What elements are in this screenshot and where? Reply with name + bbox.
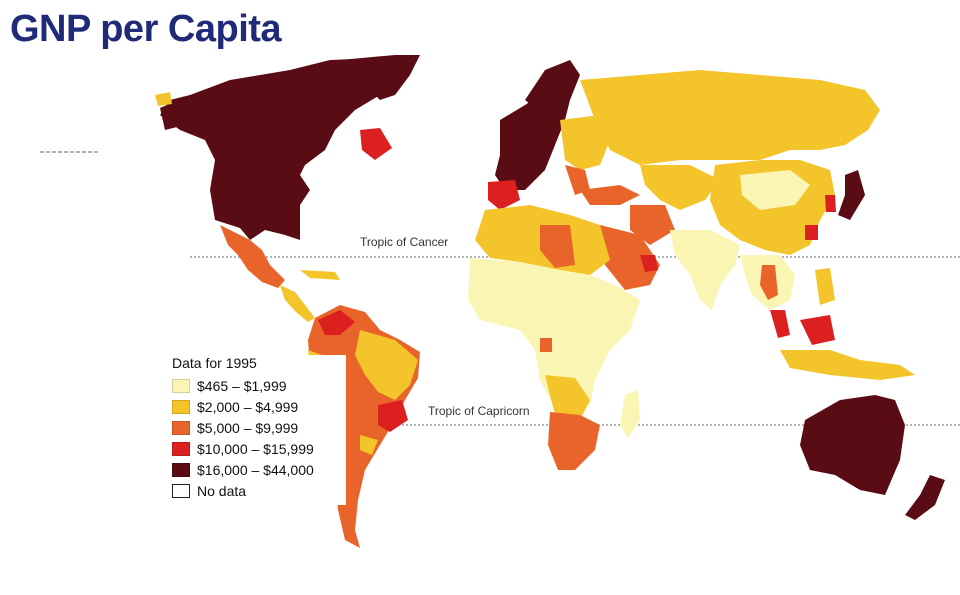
region-arabia [600, 225, 660, 290]
region-malaysia [770, 310, 790, 338]
region-gabon [540, 338, 552, 352]
region-sub-saharan-africa [468, 258, 640, 415]
region-uruguay [360, 435, 378, 455]
region-brazil-yellow [355, 330, 418, 400]
region-greece-balkans [565, 165, 590, 195]
region-southern-brazil [378, 400, 408, 432]
legend-item: $5,000 – $9,999 [172, 417, 342, 438]
legend-item: No data [172, 480, 342, 501]
region-madagascar [620, 390, 640, 438]
region-north-america [160, 58, 410, 240]
region-caribbean [300, 270, 340, 280]
legend-label: $465 – $1,999 [197, 377, 287, 394]
region-indonesia [780, 350, 915, 380]
legend-title: Data for 1995 [172, 355, 257, 371]
region-mexico [220, 225, 285, 288]
legend-swatch [172, 462, 190, 477]
legend-item: $465 – $1,999 [172, 375, 342, 396]
region-hong-kong-taiwan [805, 225, 818, 240]
legend-swatch [172, 483, 190, 498]
legend-swatch [172, 441, 190, 456]
region-central-america [280, 285, 315, 322]
map-title: GNP per Capita [10, 8, 282, 50]
legend-label: No data [197, 482, 247, 499]
region-venezuela [318, 310, 355, 335]
region-thailand [760, 265, 778, 300]
legend-label: $16,000 – $44,000 [197, 461, 314, 478]
region-libya [540, 225, 575, 268]
region-southern-africa-yellow [545, 375, 590, 420]
region-scandinavia [525, 60, 580, 112]
region-philippines [815, 268, 835, 305]
region-borneo [800, 315, 835, 345]
region-labrador [360, 128, 392, 160]
region-turkey [580, 185, 640, 205]
legend-item: $10,000 – $15,999 [172, 438, 342, 459]
tropic-of-cancer-label: Tropic of Cancer [360, 235, 448, 249]
region-south-africa [548, 412, 600, 470]
region-china-light [740, 170, 810, 210]
region-japan [838, 170, 865, 220]
legend-item: $16,000 – $44,000 [172, 459, 342, 480]
region-central-asia [640, 165, 720, 210]
region-western-europe [495, 90, 570, 190]
region-new-zealand [905, 475, 945, 520]
tropic-of-capricorn-label: Tropic of Capricorn [428, 404, 530, 418]
region-russia [580, 70, 880, 165]
region-iberia [488, 180, 520, 210]
region-eastern-europe [560, 115, 610, 170]
region-india [670, 230, 740, 310]
region-greenland [340, 55, 420, 100]
legend: Data for 1995 $465 – $1,999 $2,000 – $4,9… [168, 355, 346, 505]
legend-swatch [172, 399, 190, 414]
legend-swatch [172, 378, 190, 393]
legend-label: $10,000 – $15,999 [197, 440, 314, 457]
legend-label: $2,000 – $4,999 [197, 398, 299, 415]
region-alaska-west [155, 92, 172, 106]
region-gulf-states [640, 255, 658, 272]
region-australia [800, 395, 905, 495]
legend-swatch [172, 420, 190, 435]
legend-label: $5,000 – $9,999 [197, 419, 299, 436]
legend-item: $2,000 – $4,999 [172, 396, 342, 417]
region-korea [825, 195, 836, 212]
region-iran [630, 205, 675, 245]
